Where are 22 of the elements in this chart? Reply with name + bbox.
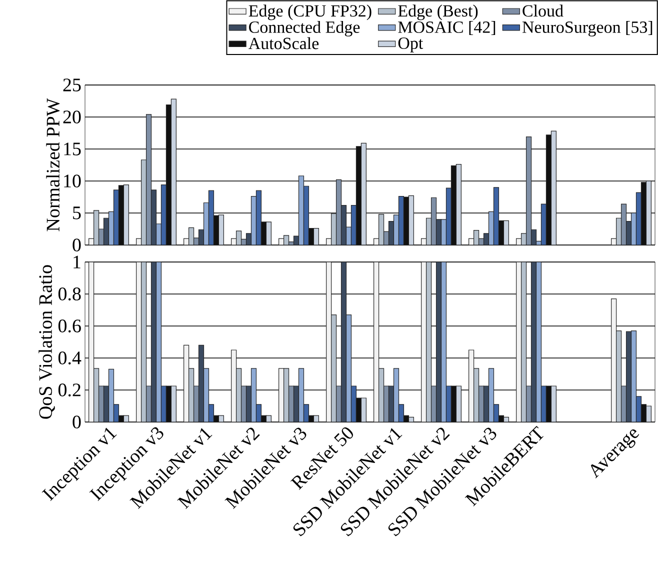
legend-label: Cloud xyxy=(522,4,564,17)
y-tick-label: 0.6 xyxy=(58,320,81,332)
legend-label: Edge (Best) xyxy=(398,4,478,20)
y-axis-title: Normalized PPW xyxy=(46,98,60,232)
legend-label: MOSAIC [42] xyxy=(398,20,496,36)
y-tick-label: 0 xyxy=(72,238,81,252)
y-tick-label: 10 xyxy=(64,174,81,188)
y-tick-label: 20 xyxy=(63,110,81,124)
legend-label: AutoScale xyxy=(248,37,319,50)
y-axis-title: QoS Violation Ratio xyxy=(38,265,55,419)
y-tick-label: 0.8 xyxy=(58,288,81,300)
y-tick-label: 1 xyxy=(74,256,80,268)
y-tick-label: 25 xyxy=(63,78,81,92)
y-tick-label: 5 xyxy=(73,206,81,220)
y-tick-label: 0 xyxy=(72,416,81,428)
legend-label: Edge (CPU FP32) xyxy=(248,4,372,20)
legend-label: Connected Edge xyxy=(249,20,360,36)
y-tick-label: 0.2 xyxy=(58,384,80,396)
legend-label: NeuroSurgeon [53] xyxy=(522,20,652,36)
y-tick-label: 0.4 xyxy=(58,352,82,364)
y-tick-label: 15 xyxy=(64,142,81,156)
legend-label: Opt xyxy=(398,38,424,52)
